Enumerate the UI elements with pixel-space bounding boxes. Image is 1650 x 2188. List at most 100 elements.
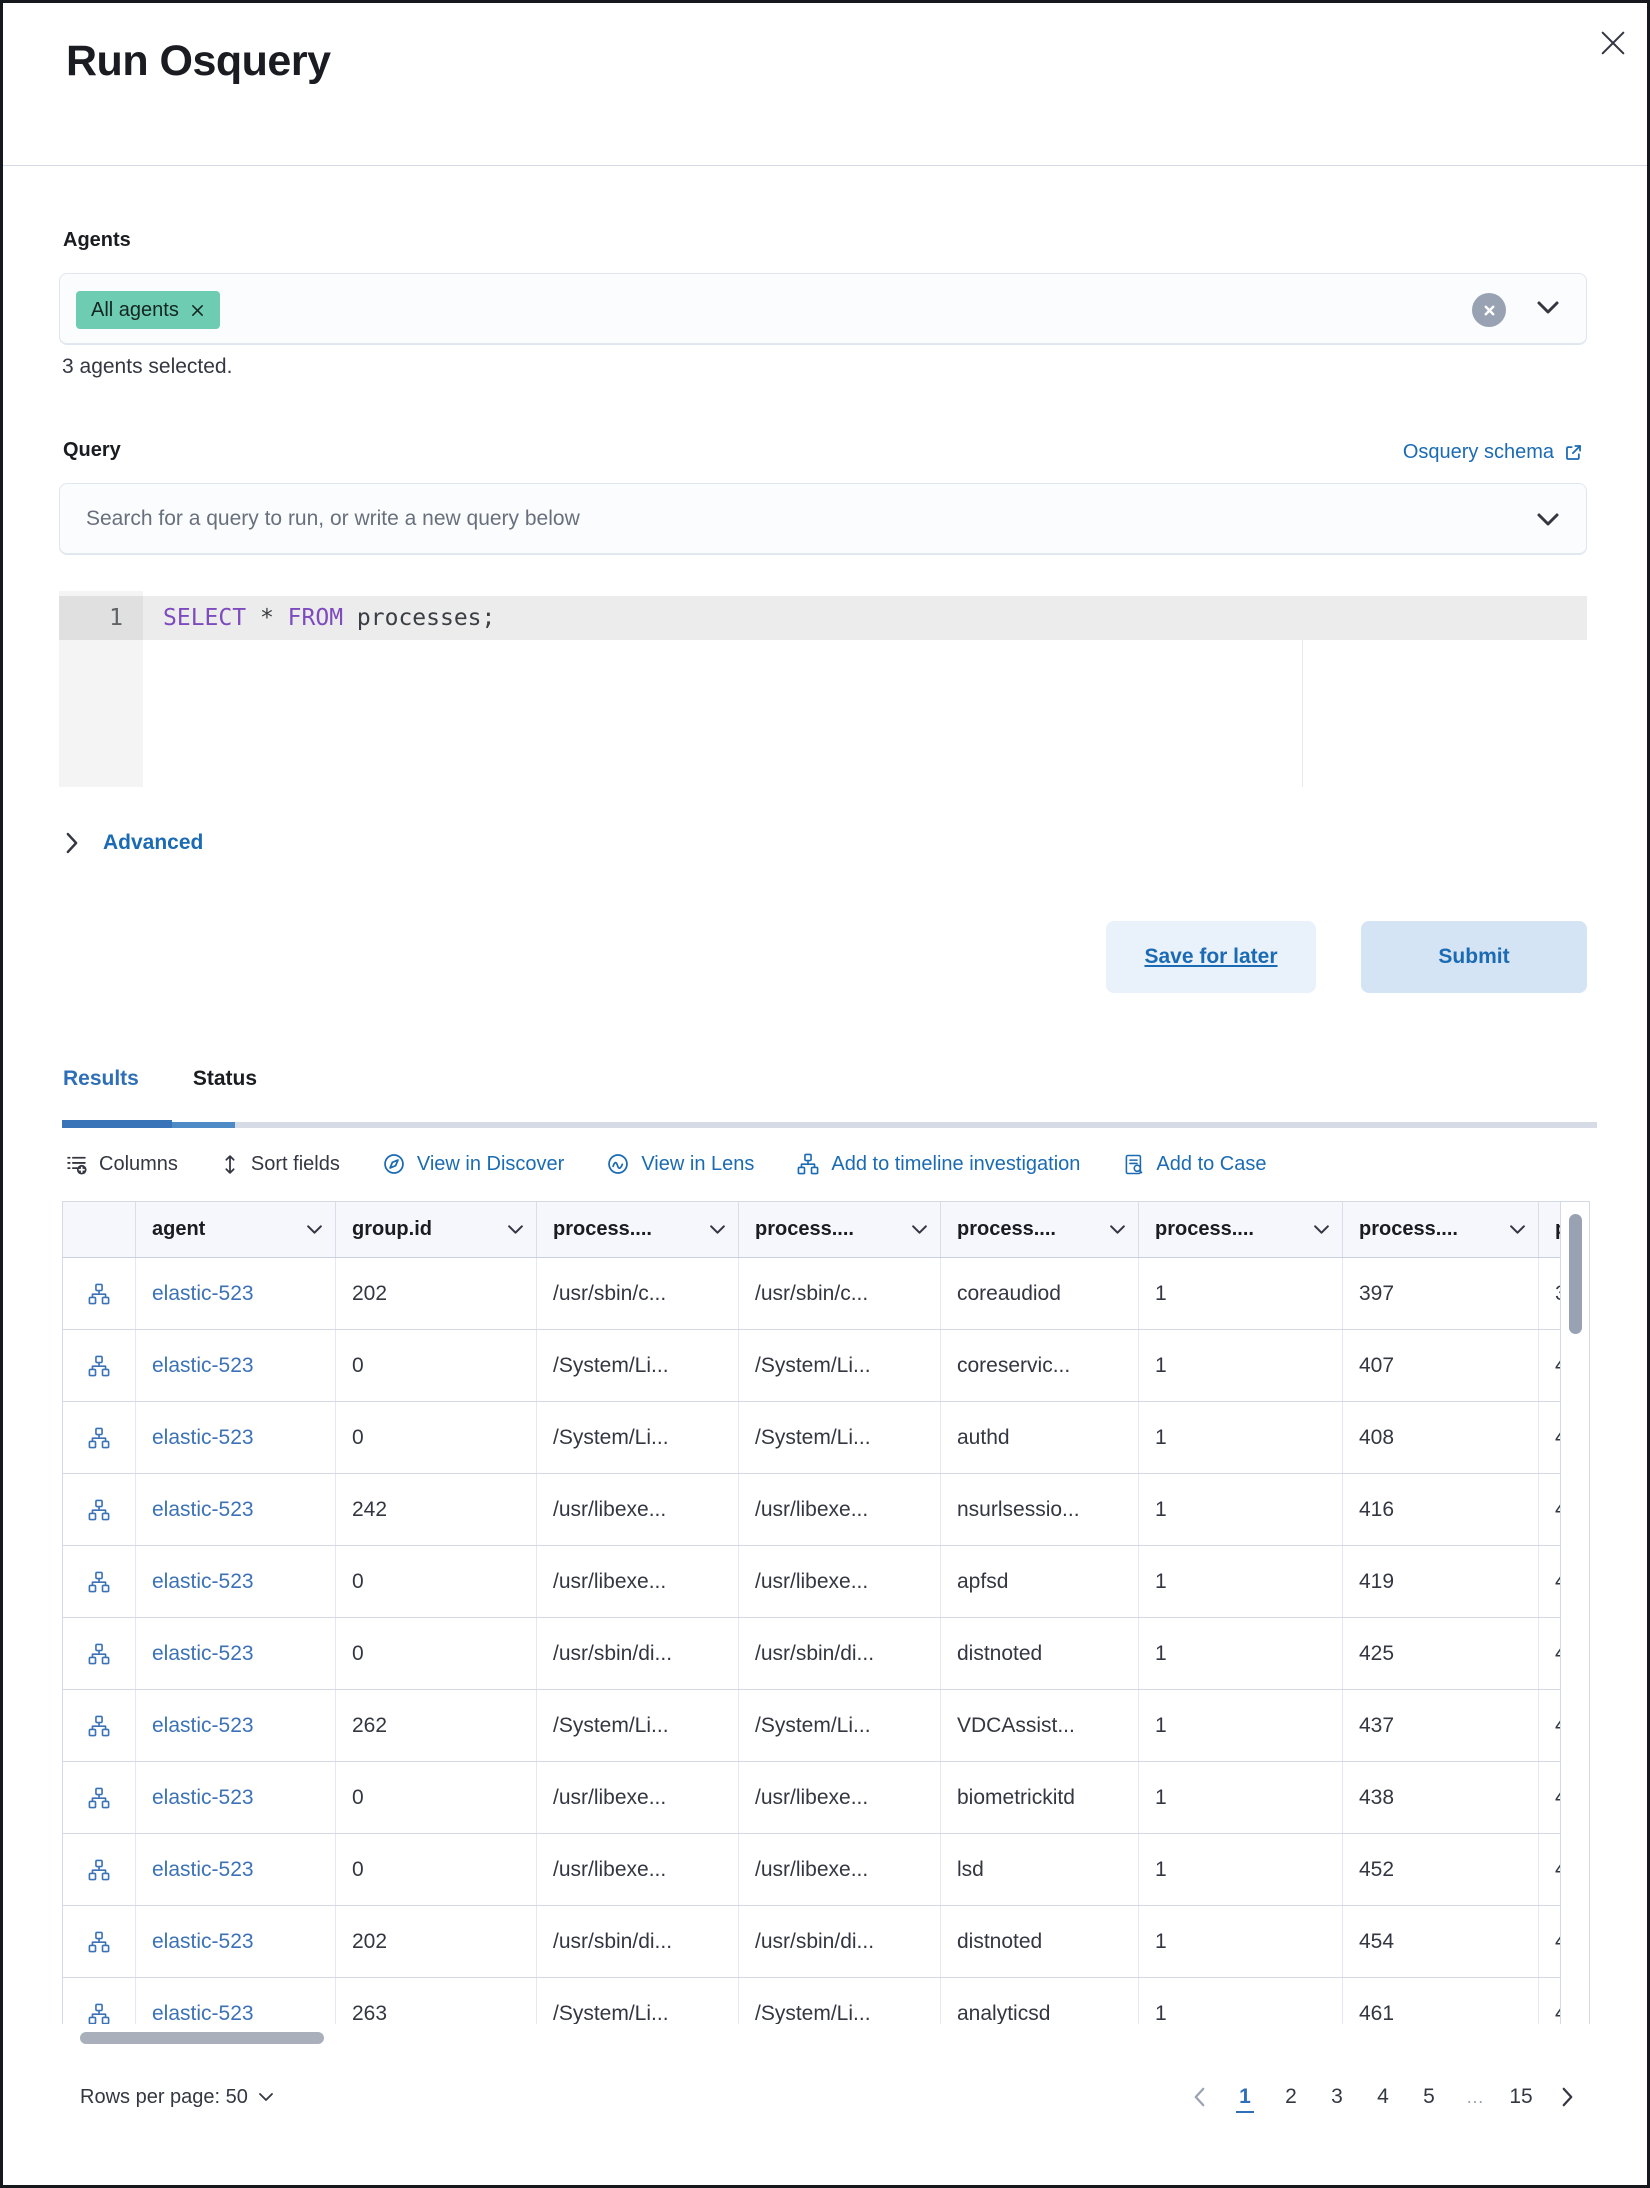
cell-p5: 437: [1343, 1690, 1539, 1761]
column-header-process[interactable]: process....: [1139, 1202, 1343, 1257]
page-button-1[interactable]: 1: [1222, 2082, 1268, 2113]
cell-agent: elastic-523: [136, 1690, 336, 1761]
agent-link[interactable]: elastic-523: [152, 1497, 254, 1521]
cell-p5: 407: [1343, 1330, 1539, 1401]
agents-combobox[interactable]: All agents: [59, 273, 1587, 345]
column-actions-chevron-icon[interactable]: [306, 1224, 323, 1235]
timeline-icon: [87, 1498, 111, 1522]
save-for-later-button[interactable]: Save for later: [1106, 921, 1316, 993]
cell-group_id: 0: [336, 1402, 537, 1473]
cell-p5: 452: [1343, 1834, 1539, 1905]
rows-per-page-selector[interactable]: Rows per page: 50: [62, 2086, 274, 2109]
agent-link[interactable]: elastic-523: [152, 1641, 254, 1665]
column-actions-chevron-icon[interactable]: [911, 1224, 928, 1235]
column-header-p[interactable]: p: [1539, 1202, 1560, 1257]
table-row: elastic-523 262/System/Li.../System/Li...…: [63, 1690, 1560, 1762]
cell-agent: elastic-523: [136, 1906, 336, 1977]
submit-button[interactable]: Submit: [1361, 921, 1587, 993]
discover-icon: [382, 1152, 406, 1176]
row-add-to-timeline-button[interactable]: [63, 1546, 136, 1617]
badge-remove-icon[interactable]: [190, 303, 205, 318]
agents-dropdown-chevron-icon[interactable]: [1536, 300, 1560, 315]
column-actions-chevron-icon[interactable]: [1509, 1224, 1526, 1235]
agent-link[interactable]: elastic-523: [152, 1713, 254, 1737]
page-button-3[interactable]: 3: [1314, 2082, 1360, 2112]
vertical-scrollbar[interactable]: [1560, 1202, 1590, 2024]
agent-link[interactable]: elastic-523: [152, 1929, 254, 1953]
row-add-to-timeline-button[interactable]: [63, 1762, 136, 1833]
toolbar-add-to-case[interactable]: Add to Case: [1122, 1153, 1267, 1176]
column-actions-chevron-icon[interactable]: [507, 1224, 524, 1235]
column-actions-chevron-icon[interactable]: [709, 1224, 726, 1235]
row-add-to-timeline-button[interactable]: [63, 1834, 136, 1905]
advanced-toggle[interactable]: Advanced: [65, 831, 203, 855]
column-header-process[interactable]: process....: [739, 1202, 941, 1257]
vertical-scrollbar-thumb[interactable]: [1569, 1214, 1582, 1334]
grid-header-row: agent group.id process.... process.... proce…: [63, 1202, 1560, 1258]
toolbar-add-to-timeline-investigation[interactable]: Add to timeline investigation: [796, 1152, 1080, 1176]
horizontal-scrollbar[interactable]: [62, 2024, 1590, 2050]
page-button-5[interactable]: 5: [1406, 2082, 1452, 2112]
next-page-button[interactable]: [1544, 2087, 1590, 2107]
column-actions-chevron-icon[interactable]: [1109, 1224, 1126, 1235]
agent-link[interactable]: elastic-523: [152, 1785, 254, 1809]
page-button-15[interactable]: 15: [1498, 2082, 1544, 2112]
column-header-label: process....: [1155, 1218, 1254, 1240]
agent-link[interactable]: elastic-523: [152, 2001, 254, 2025]
cell-group_id: 262: [336, 1690, 537, 1761]
column-actions-chevron-icon[interactable]: [1313, 1224, 1330, 1235]
query-search-placeholder: Search for a query to run, or write a ne…: [86, 507, 580, 530]
agent-link[interactable]: elastic-523: [152, 1425, 254, 1449]
row-add-to-timeline-button[interactable]: [63, 1330, 136, 1401]
timeline-icon: [87, 2002, 111, 2025]
editor-line-number: 1: [109, 605, 123, 631]
editor-active-gutter-cell: [59, 596, 143, 640]
close-button[interactable]: [1591, 21, 1635, 65]
clear-selection-button[interactable]: [1472, 293, 1506, 327]
toolbar-view-in-lens[interactable]: View in Lens: [606, 1152, 754, 1176]
sql-keyword-token: SELECT: [163, 605, 247, 631]
toolbar-columns[interactable]: Columns: [65, 1153, 178, 1176]
osquery-schema-link[interactable]: Osquery schema: [1403, 441, 1583, 464]
agent-badge[interactable]: All agents: [76, 291, 220, 329]
column-header-agent[interactable]: agent: [136, 1202, 336, 1257]
previous-page-button[interactable]: [1176, 2087, 1222, 2107]
row-add-to-timeline-button[interactable]: [63, 1690, 136, 1761]
agent-link[interactable]: elastic-523: [152, 1281, 254, 1305]
row-add-to-timeline-button[interactable]: [63, 1402, 136, 1473]
agent-link[interactable]: elastic-523: [152, 1569, 254, 1593]
row-add-to-timeline-button[interactable]: [63, 1258, 136, 1329]
row-add-to-timeline-button[interactable]: [63, 1906, 136, 1977]
row-add-to-timeline-button[interactable]: [63, 1978, 136, 2024]
agent-link[interactable]: elastic-523: [152, 1353, 254, 1377]
toolbar-sort-fields[interactable]: Sort fields: [220, 1153, 340, 1176]
tab-status[interactable]: Status: [192, 1067, 258, 1090]
cell-agent: elastic-523: [136, 1546, 336, 1617]
cell-p6: 4: [1539, 1690, 1560, 1761]
column-header-group-id[interactable]: group.id: [336, 1202, 537, 1257]
column-header-process[interactable]: process....: [537, 1202, 739, 1257]
cell-p6: 4: [1539, 1330, 1560, 1401]
page-button-2[interactable]: 2: [1268, 2082, 1314, 2112]
rows-per-page-label: Rows per page: 50: [80, 2085, 248, 2108]
query-search-combobox[interactable]: Search for a query to run, or write a ne…: [59, 483, 1587, 555]
column-header-process[interactable]: process....: [1343, 1202, 1539, 1257]
table-row: elastic-523 263/System/Li.../System/Li...…: [63, 1978, 1560, 2024]
editor-code-line[interactable]: SELECT * FROM processes;: [163, 596, 495, 640]
query-code-editor[interactable]: 1 SELECT * FROM processes;: [59, 591, 1587, 787]
row-add-to-timeline-button[interactable]: [63, 1474, 136, 1545]
agents-label: Agents: [63, 229, 131, 251]
agent-link[interactable]: elastic-523: [152, 1857, 254, 1881]
page-button-4[interactable]: 4: [1360, 2082, 1406, 2112]
query-dropdown-chevron-icon[interactable]: [1536, 512, 1560, 527]
cell-agent: elastic-523: [136, 1618, 336, 1689]
row-add-to-timeline-button[interactable]: [63, 1618, 136, 1689]
timeline-icon: [87, 1642, 111, 1666]
page-ellipsis: …: [1452, 2082, 1498, 2112]
tab-results[interactable]: Results: [63, 1067, 139, 1090]
column-header-process[interactable]: process....: [941, 1202, 1139, 1257]
cell-p5: 408: [1343, 1402, 1539, 1473]
toolbar-view-in-discover[interactable]: View in Discover: [382, 1152, 564, 1176]
horizontal-scrollbar-thumb[interactable]: [80, 2032, 324, 2044]
page-number-label: …: [1466, 2087, 1484, 2107]
